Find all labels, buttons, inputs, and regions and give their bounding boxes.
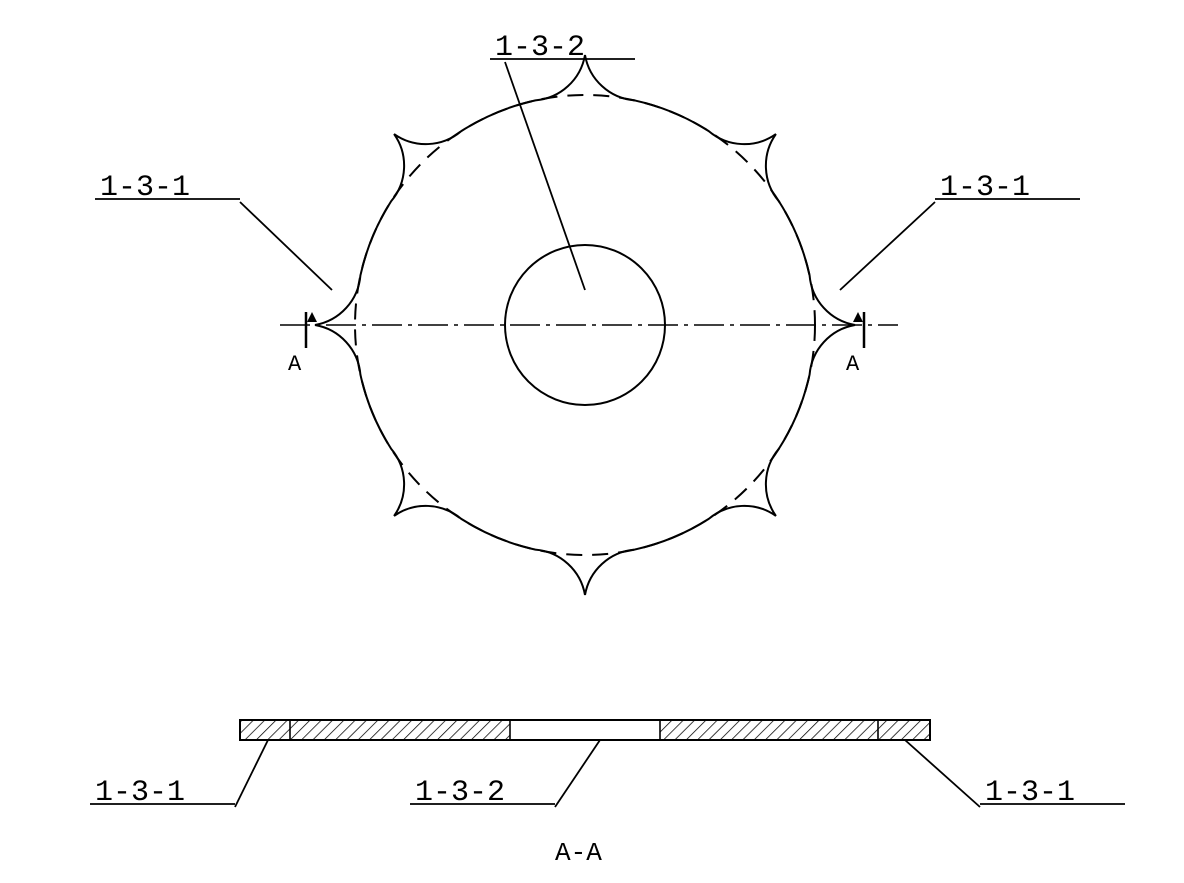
section-arrow-right (853, 312, 863, 322)
engineering-drawing: AA 1-3-21-3-11-3-1 1-3-11-3-21-3-1 A-A (0, 0, 1184, 883)
section-mark-label-left: A (288, 352, 302, 377)
top-view: AA (280, 55, 898, 595)
callout-leader-top-right-1-3-1 (840, 202, 935, 290)
callout-text-sec-1-3-2: 1-3-2 (415, 776, 505, 810)
callout-leader-top-left-1-3-1 (240, 202, 332, 290)
section-hatch-leftLobe (240, 720, 290, 740)
callout-leader-sec-1-3-2 (555, 740, 600, 807)
callouts-section: 1-3-1 1-3-2 1-3-1 (90, 740, 1125, 810)
section-mark-label-right: A (846, 352, 860, 377)
section-hatch-rightLobe (878, 720, 930, 740)
callouts-top: 1-3-2 1-3-1 1-3-1 (95, 31, 1080, 290)
callout-leader-sec-right-1-3-1 (905, 740, 980, 807)
section-hatch-rightBody (660, 720, 878, 740)
callout-leader-sec-left-1-3-1 (235, 740, 268, 807)
callout-text-sec-left-1-3-1: 1-3-1 (95, 776, 185, 810)
section-title: A-A (555, 838, 602, 868)
section-arrow-left (307, 312, 317, 322)
callout-text-top-1-3-2: 1-3-2 (495, 31, 585, 65)
section-view-a-a (240, 720, 930, 740)
callout-text-top-left-1-3-1: 1-3-1 (100, 171, 190, 205)
callout-text-top-right-1-3-1: 1-3-1 (940, 171, 1030, 205)
callout-text-sec-right-1-3-1: 1-3-1 (985, 776, 1075, 810)
section-hatch-leftBody (290, 720, 510, 740)
